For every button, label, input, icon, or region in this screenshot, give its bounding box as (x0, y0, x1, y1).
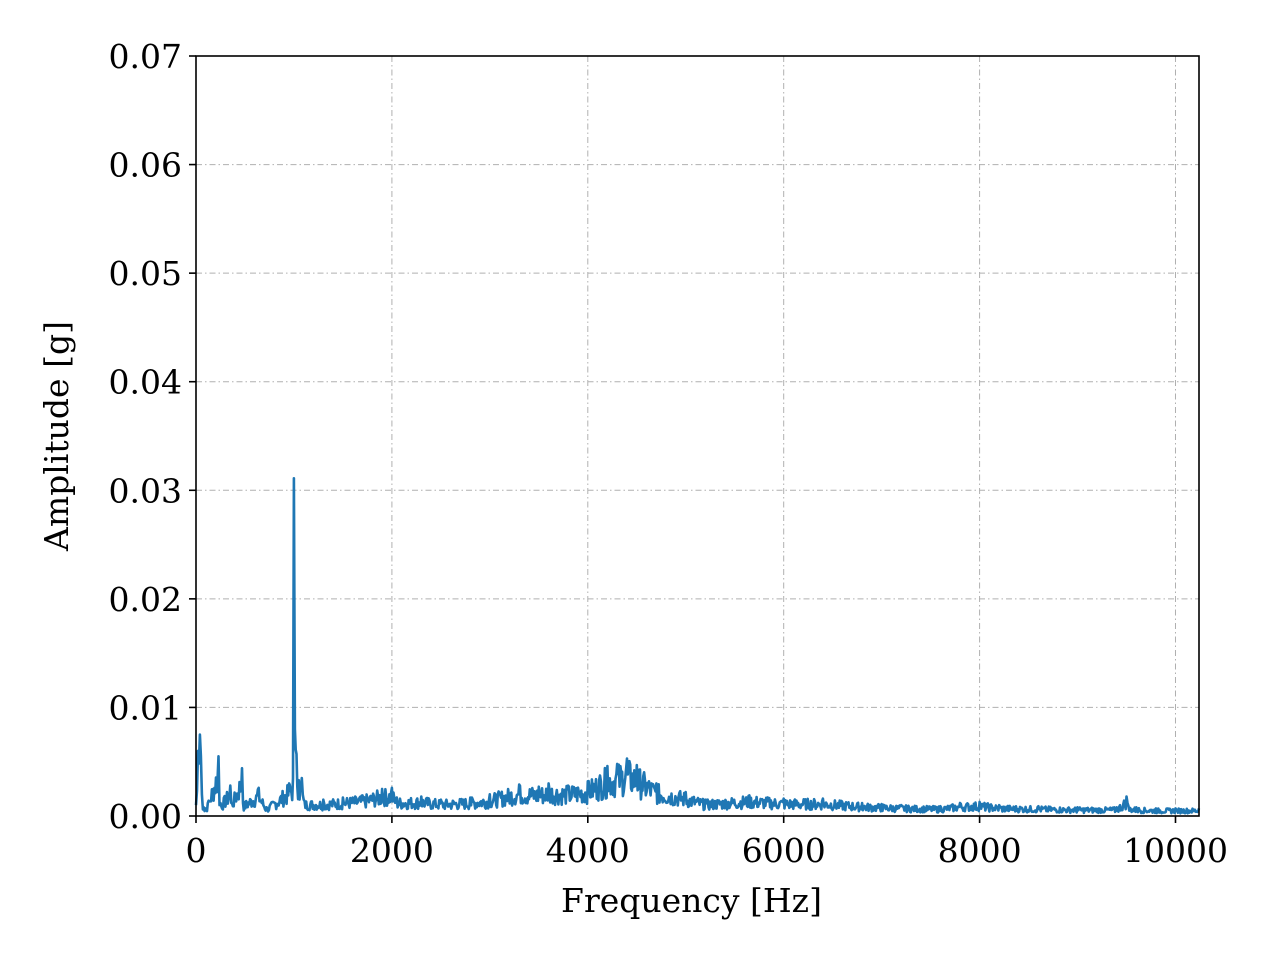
series-line (194, 477, 1201, 815)
y-axis: 0.00 0.01 0.02 0.03 0.04 0.05 0.06 0.07 (109, 37, 196, 836)
plot-frame (195, 55, 1200, 817)
plot-background (196, 56, 1199, 816)
x-tick-label: 2000 (350, 831, 434, 870)
y-tick-label: 0.03 (109, 471, 182, 510)
x-tick-label: 0 (186, 831, 207, 870)
y-tick-label: 0.00 (109, 797, 182, 836)
x-axis: 0 2000 4000 6000 8000 10000 (186, 816, 1228, 870)
x-tick-label: 10000 (1123, 831, 1228, 870)
x-tick-label: 8000 (938, 831, 1022, 870)
y-axis-label: Amplitude [g] (37, 321, 76, 552)
y-tick-label: 0.02 (109, 580, 182, 619)
x-tick-label: 6000 (742, 831, 826, 870)
x-tick-label: 4000 (546, 831, 630, 870)
y-tick-label: 0.06 (109, 146, 182, 185)
series-layer (194, 477, 1201, 815)
x-axis-label: Frequency [Hz] (561, 881, 822, 920)
y-tick-label: 0.05 (109, 254, 182, 293)
y-tick-label: 0.04 (109, 363, 182, 402)
y-tick-label: 0.07 (109, 37, 182, 76)
y-tick-label: 0.01 (109, 688, 182, 727)
